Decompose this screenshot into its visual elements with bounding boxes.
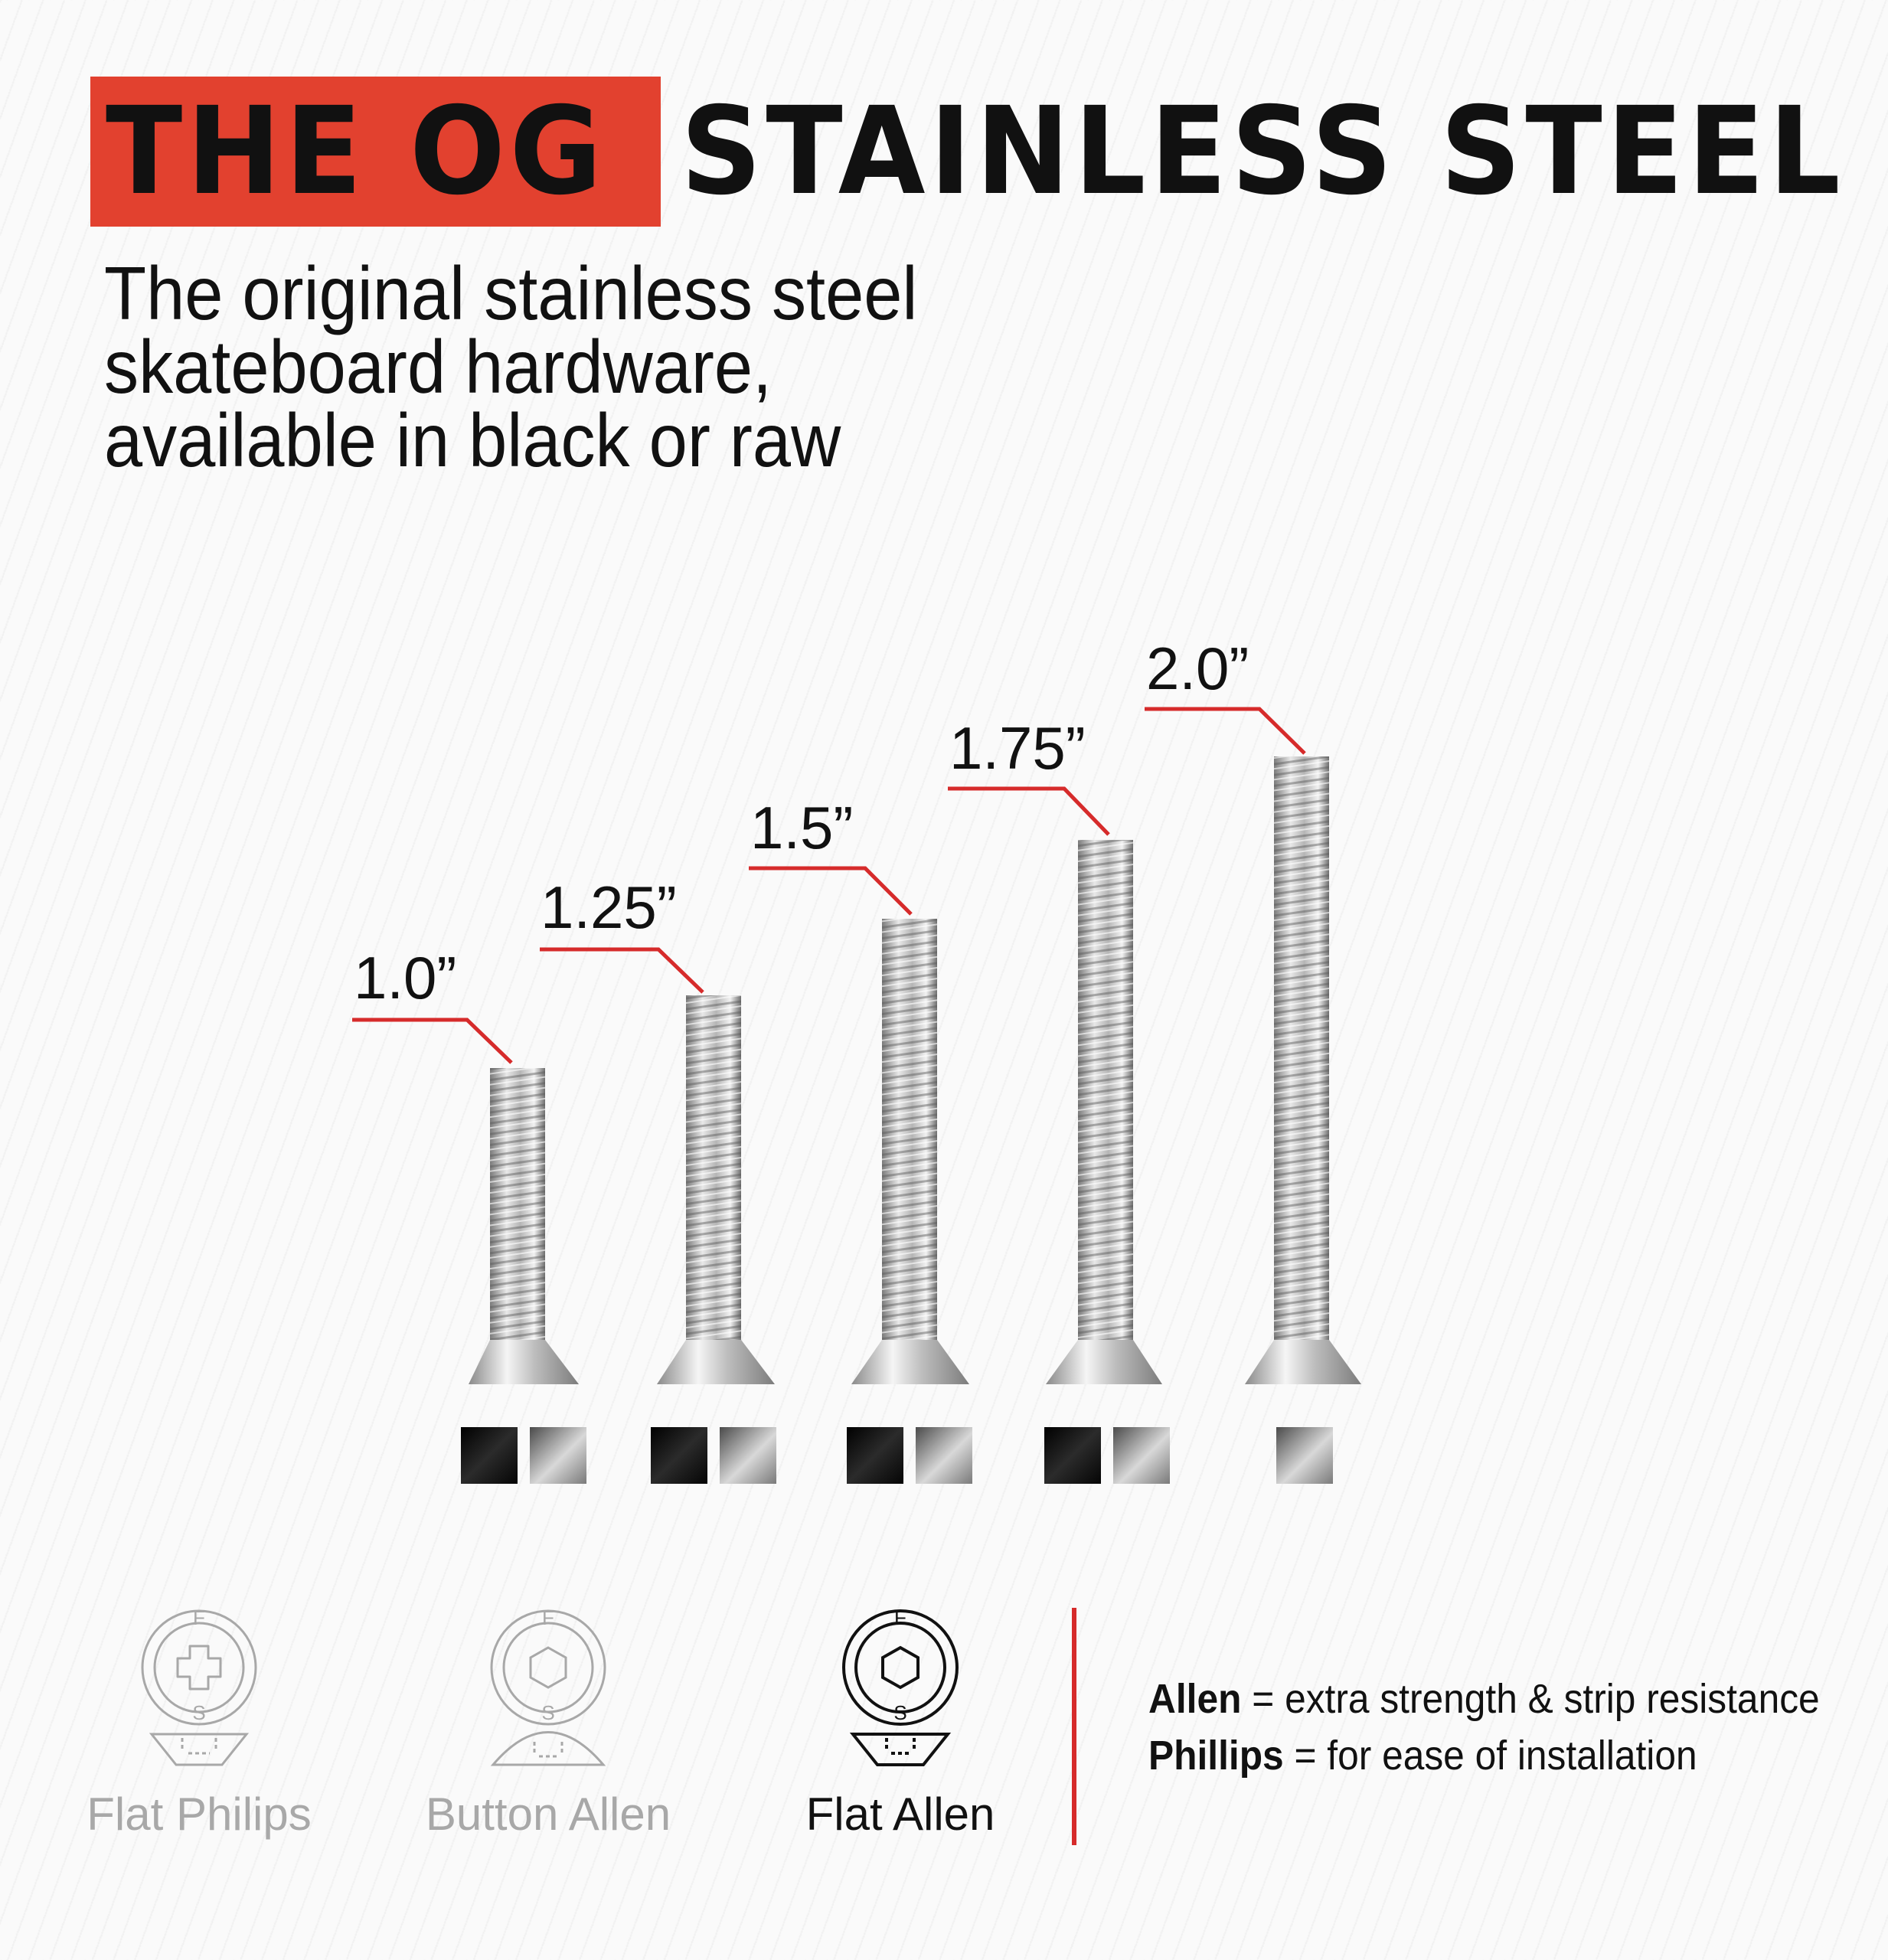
screw-5-leader-line [1145,707,1306,755]
type-button-allen: F S Button Allen [410,1606,686,1841]
screw-2 [540,947,775,1384]
title-highlight-box: THE OG [90,77,661,227]
type-label: Button Allen [425,1788,671,1840]
legend-phillips-term: Phillips [1148,1733,1284,1779]
title-highlight: THE OG [106,81,606,222]
head-letter-top: F [193,1608,205,1629]
length-label-4: 1.75” [949,714,1086,782]
subtitle: The original stainless steel skateboard … [104,251,988,482]
head-letter-bottom: S [893,1701,906,1724]
screw-4-leader-line [948,786,1110,836]
length-label-1: 1.0” [354,944,457,1011]
screw-2-leader-line [540,947,704,994]
legend-allen: Allen = extra strength & strip resistanc… [1148,1671,1820,1727]
legend-allen-term: Allen [1148,1676,1242,1722]
screw-1-head [469,1340,579,1384]
subtitle-line-1: The original stainless steel [104,251,918,335]
legend-phillips-desc: = for ease of installation [1283,1733,1697,1779]
type-label: Flat Philips [87,1788,312,1840]
screw-4 [948,786,1162,1384]
legend: Allen = extra strength & strip resistanc… [1148,1671,1878,1784]
screw-2-head [657,1340,775,1384]
head-letter-bottom: S [192,1701,205,1724]
type-label: Flat Allen [805,1788,995,1840]
swatch-raw [530,1427,586,1484]
swatch-raw [720,1427,776,1484]
subtitle-line-3: available in black or raw [104,398,841,482]
screw-1-leader-line [352,1018,513,1064]
length-label-2: 1.25” [541,874,677,941]
length-label-5: 2.0” [1146,635,1249,702]
swatch-raw [1113,1427,1170,1484]
swatch-raw [916,1427,972,1484]
screw-5-threads [1274,756,1329,1344]
type-flat-allen: F S Flat Allen [763,1606,1038,1841]
screw-3-head [851,1340,969,1384]
allen-button-head-icon: F S [490,1606,606,1766]
screw-3 [749,866,969,1384]
length-label-3: 1.5” [750,794,854,861]
page-title: THE OG STAINLESS STEEL [90,77,1888,227]
screw-1 [352,1018,579,1384]
screw-1-threads [490,1068,545,1344]
head-letter-bottom: S [541,1701,554,1724]
screw-4-head [1046,1340,1162,1384]
head-letter-top: F [542,1608,554,1629]
screw-3-threads [882,919,937,1344]
swatch-raw [1276,1427,1333,1484]
title-rest: STAINLESS STEEL [680,81,1845,222]
screw-4-threads [1078,840,1133,1344]
swatch-black [1044,1427,1101,1484]
screw-3-leader-line [749,866,913,916]
head-letter-top: F [894,1608,906,1629]
swatch-black [461,1427,518,1484]
legend-divider [1072,1608,1076,1845]
allen-flat-head-icon: F S [842,1606,959,1766]
phillips-flat-head-icon: F S [141,1606,257,1766]
legend-phillips: Phillips = for ease of installation [1148,1727,1820,1784]
subtitle-line-2: skateboard hardware, [104,325,773,409]
screw-5 [1145,707,1361,1384]
swatch-black [651,1427,707,1484]
swatch-black [847,1427,903,1484]
legend-allen-desc: = extra strength & strip resistance [1241,1676,1820,1722]
screw-2-threads [686,995,741,1344]
screw-5-head [1245,1340,1361,1384]
type-flat-philips: F S Flat Philips [61,1606,337,1841]
